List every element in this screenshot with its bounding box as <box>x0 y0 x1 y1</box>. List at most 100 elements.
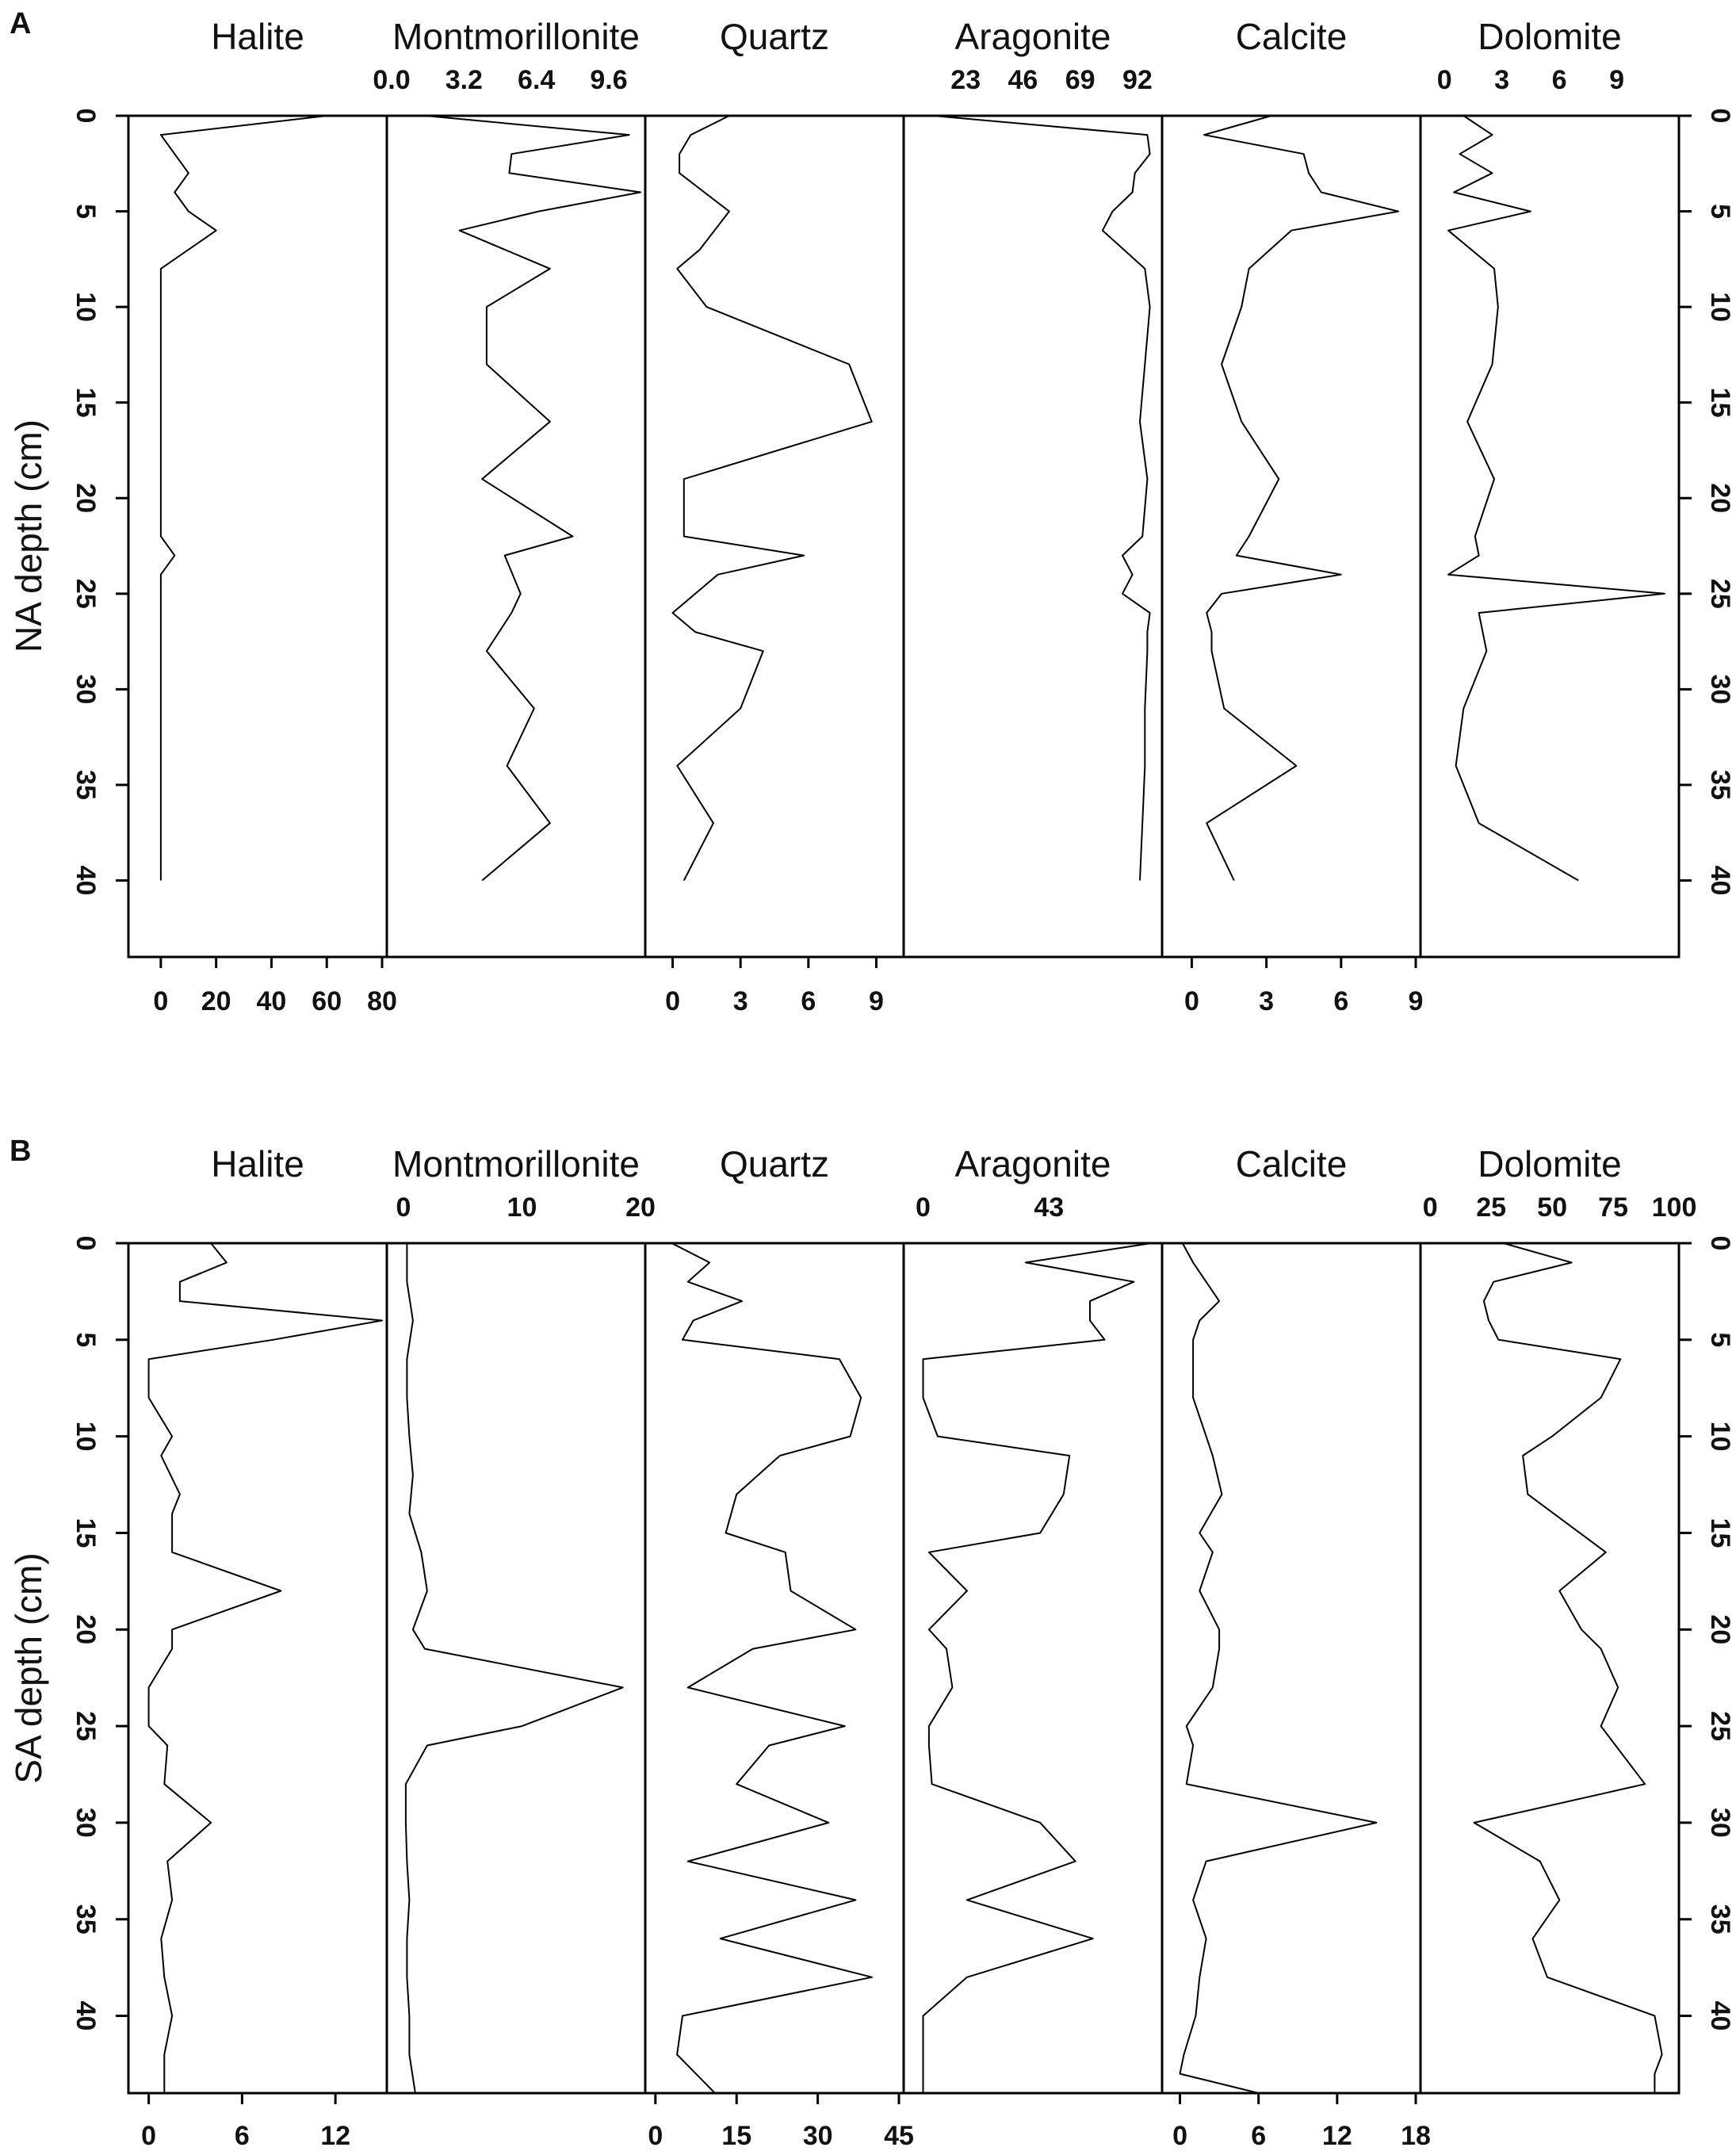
x-tick-label: 0 <box>1423 1192 1438 1223</box>
y-tick-label-right: 30 <box>1705 674 1735 704</box>
y-tick-label-left: 20 <box>71 1614 101 1644</box>
track-dolomite: Dolomite 0 3 6 9 <box>1419 16 1665 957</box>
y-tick-label-left: 20 <box>71 483 101 513</box>
y-tick-label-left: 35 <box>71 1904 101 1935</box>
x-tick-label: 69 <box>1065 65 1096 95</box>
x-tick-label: 10 <box>507 1192 537 1223</box>
track-title: Halite <box>211 16 304 57</box>
x-tick-label: 50 <box>1537 1192 1567 1223</box>
panel-b: B SA depth (cm) 0 0 5 5 10 10 15 15 20 20 25 25 30 30 35… <box>8 1135 1735 2151</box>
y-tick-label-left: 30 <box>71 674 101 704</box>
x-tick-label: 0 <box>153 986 168 1016</box>
x-tick-label: 3 <box>733 986 748 1016</box>
series-line-montmorillonite <box>425 115 641 882</box>
x-tick-label: 30 <box>803 2121 833 2151</box>
x-tick-label: 0 <box>648 2121 663 2151</box>
panel-label: B <box>10 1135 31 1168</box>
y-tick-label-left: 40 <box>71 866 101 896</box>
y-tick-label-left: 35 <box>71 770 101 800</box>
x-tick-label: 9 <box>869 986 884 1016</box>
x-tick-label: 20 <box>201 986 231 1016</box>
y-tick-label-left: 0 <box>71 1236 101 1251</box>
track-title: Quartz <box>720 16 829 57</box>
y-tick-label-right: 15 <box>1705 388 1735 418</box>
series-line-calcite <box>1179 1242 1378 2094</box>
track-title: Calcite <box>1236 16 1348 57</box>
x-tick-label: 75 <box>1598 1192 1628 1223</box>
y-tick-label-right: 0 <box>1705 109 1735 124</box>
y-tick-label-right: 5 <box>1705 204 1735 219</box>
series-line-halite <box>159 115 327 881</box>
x-tick-label: 6 <box>1251 2121 1266 2151</box>
x-tick-label: 6.4 <box>518 65 555 95</box>
x-tick-label: 6 <box>1333 986 1348 1016</box>
y-tick-label-left: 10 <box>71 1422 101 1452</box>
track-aragonite: Aragonite 0 43 <box>902 1143 1152 2093</box>
y-tick-label-right: 15 <box>1705 1518 1735 1548</box>
track-montmorillonite: Montmorillonite 0 10 20 <box>385 1143 656 2094</box>
y-tick-label-right: 0 <box>1705 1236 1735 1251</box>
y-tick-label-right: 30 <box>1705 1808 1735 1838</box>
x-tick-label: 3.2 <box>445 65 483 95</box>
x-tick-label: 92 <box>1122 65 1153 95</box>
x-tick-label: 15 <box>721 2121 751 2151</box>
y-tick-label-left: 5 <box>71 1332 101 1347</box>
y-axis-title: SA depth (cm) <box>8 1552 49 1783</box>
y-tick-label-right: 20 <box>1705 483 1735 513</box>
x-tick-label: 43 <box>1034 1192 1064 1223</box>
track-dolomite: Dolomite 0 25 50 75 100 <box>1419 1143 1696 2093</box>
track-title: Montmorillonite <box>392 16 640 57</box>
track-title: Montmorillonite <box>392 1143 640 1185</box>
x-tick-label: 0.0 <box>373 65 410 95</box>
track-calcite: Calcite 0 3 6 9 <box>1161 16 1423 1016</box>
x-tick-label: 6 <box>1552 65 1567 95</box>
x-tick-label: 20 <box>625 1192 656 1223</box>
series-line-aragonite <box>922 1242 1152 2093</box>
y-tick-label-left: 0 <box>71 109 101 124</box>
track-title: Dolomite <box>1478 1143 1622 1185</box>
track-aragonite: Aragonite 23 46 69 92 <box>902 16 1153 957</box>
y-tick-label-right: 5 <box>1705 1332 1735 1347</box>
x-tick-label: 23 <box>950 65 981 95</box>
track-quartz: Quartz 0 15 30 45 <box>644 1143 914 2151</box>
track-halite: Halite 0 20 40 60 80 <box>153 16 396 1016</box>
y-tick-label-left: 25 <box>71 579 101 609</box>
y-tick-label-left: 10 <box>71 292 101 322</box>
series-line-calcite <box>1203 115 1399 881</box>
x-tick-label: 12 <box>1322 2121 1352 2151</box>
x-tick-label: 9 <box>1609 65 1624 95</box>
x-tick-label: 0 <box>916 1192 931 1223</box>
y-tick-label-left: 15 <box>71 388 101 418</box>
track-title: Halite <box>211 1143 304 1185</box>
x-tick-label: 60 <box>312 986 342 1016</box>
y-tick-label-right: 35 <box>1705 1904 1735 1935</box>
x-tick-label: 0 <box>1437 65 1452 95</box>
track-title: Aragonite <box>955 16 1111 57</box>
y-tick-label-left: 40 <box>71 2001 101 2031</box>
panel-label: A <box>10 7 31 40</box>
track-title: Aragonite <box>955 1143 1111 1185</box>
x-tick-label: 0 <box>396 1192 411 1223</box>
y-tick-label-left: 15 <box>71 1518 101 1548</box>
x-tick-label: 12 <box>320 2121 350 2151</box>
series-line-montmorillonite <box>404 1243 624 2094</box>
y-tick-label-right: 25 <box>1705 579 1735 609</box>
x-tick-label: 3 <box>1259 986 1274 1016</box>
x-tick-label: 0 <box>1184 986 1199 1016</box>
y-tick-label-right: 20 <box>1705 1614 1735 1644</box>
x-tick-label: 46 <box>1008 65 1038 95</box>
x-tick-label: 0 <box>665 986 680 1016</box>
x-tick-label: 6 <box>235 2121 250 2151</box>
track-halite: Halite 0 6 12 <box>141 1143 383 2151</box>
y-tick-label-right: 40 <box>1705 866 1735 896</box>
x-tick-label: 80 <box>367 986 397 1016</box>
x-tick-label: 25 <box>1476 1192 1506 1223</box>
y-tick-label-right: 10 <box>1705 1422 1735 1452</box>
track-quartz: Quartz 0 3 6 9 <box>644 16 884 1016</box>
y-tick-label-left: 30 <box>71 1808 101 1838</box>
x-tick-label: 9.6 <box>590 65 627 95</box>
x-tick-label: 18 <box>1401 2121 1431 2151</box>
y-tick-label-right: 35 <box>1705 770 1735 800</box>
series-line-dolomite <box>1447 115 1665 882</box>
